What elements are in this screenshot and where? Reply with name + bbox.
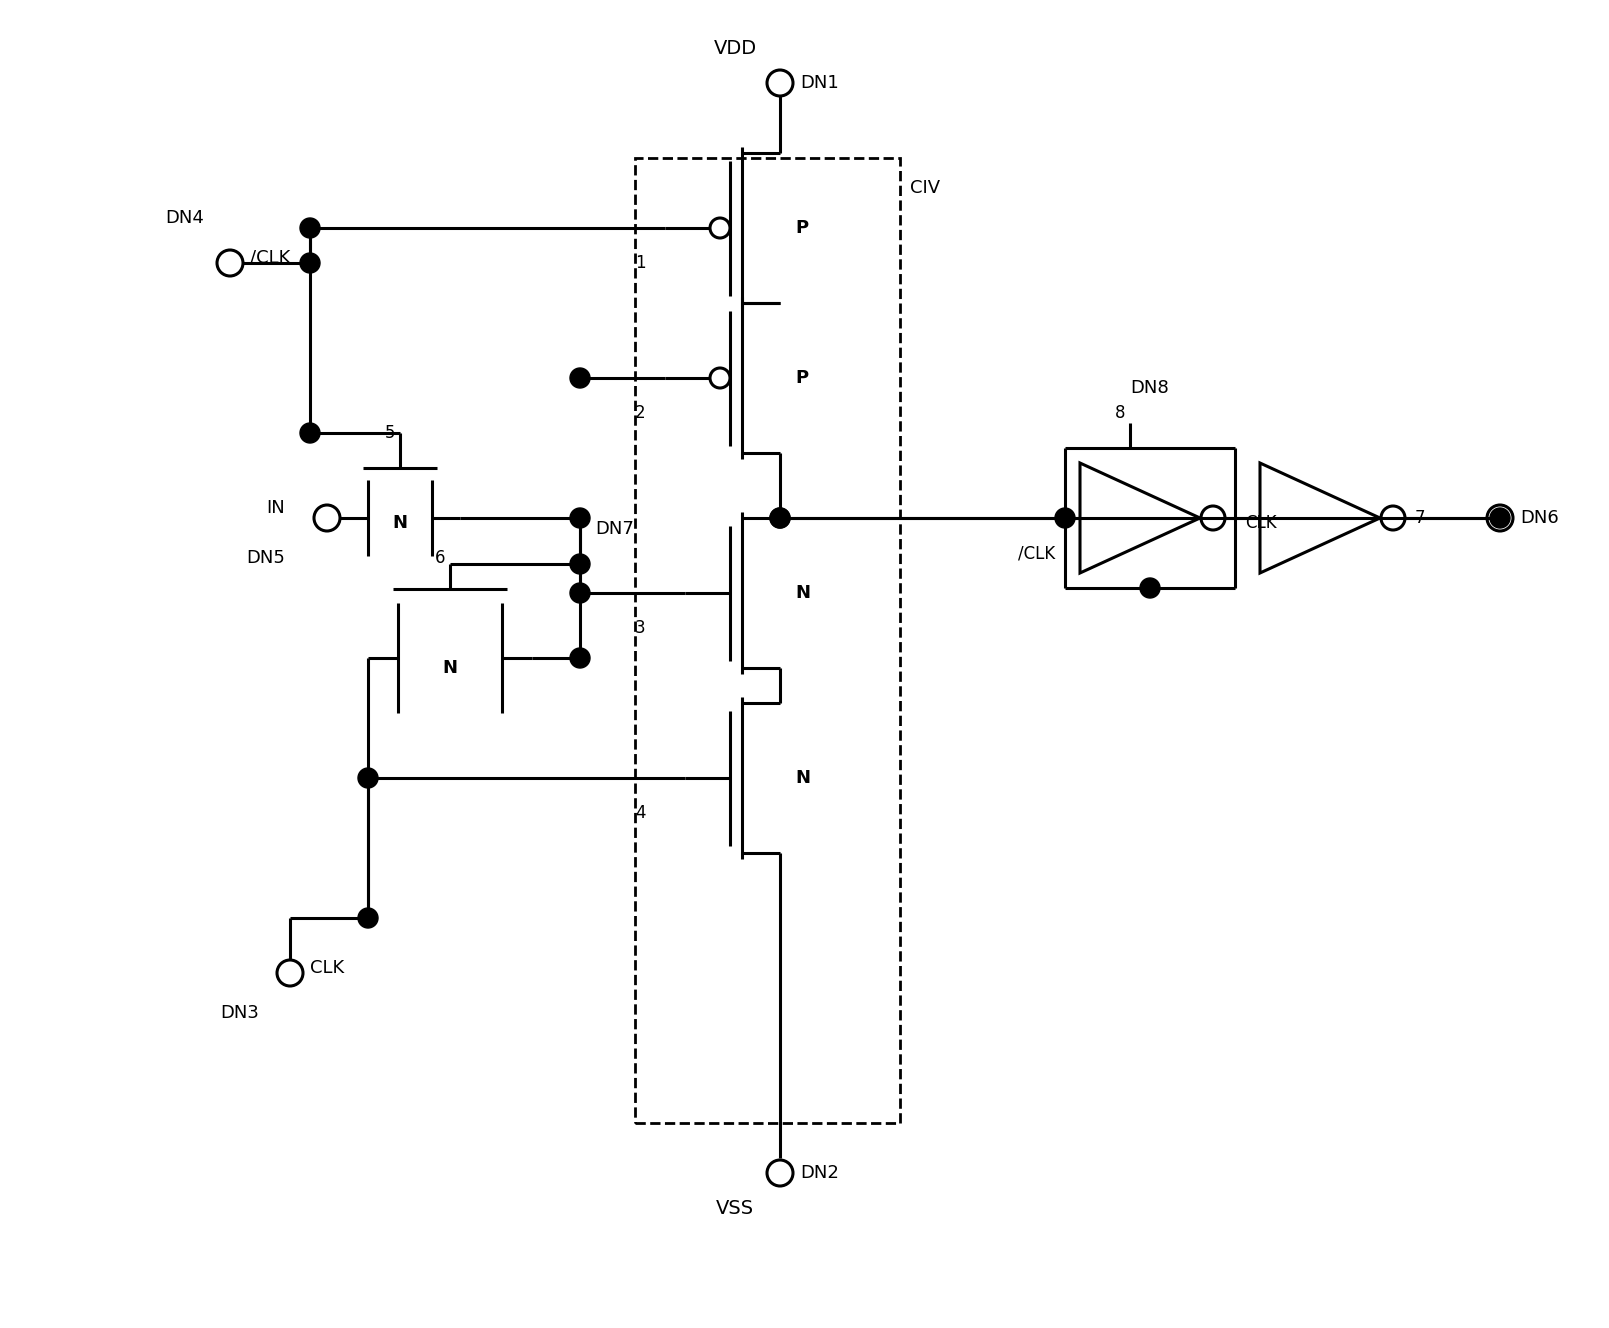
Circle shape (570, 509, 591, 529)
Circle shape (570, 368, 591, 388)
Text: DN7: DN7 (595, 521, 634, 538)
Circle shape (1141, 578, 1160, 598)
Circle shape (1490, 509, 1509, 529)
Text: DN3: DN3 (220, 1004, 259, 1023)
Circle shape (1056, 509, 1075, 529)
Text: N: N (442, 659, 457, 677)
Text: VDD: VDD (713, 39, 756, 57)
Circle shape (570, 648, 591, 668)
Text: DN5: DN5 (246, 548, 285, 567)
Text: CLK: CLK (1245, 514, 1276, 533)
Text: /CLK: /CLK (249, 250, 290, 267)
Text: DN1: DN1 (800, 74, 838, 92)
Text: N: N (795, 769, 809, 788)
Text: DN2: DN2 (800, 1165, 838, 1182)
Circle shape (357, 768, 378, 788)
Text: /CLK: /CLK (1018, 544, 1056, 562)
Text: 6: 6 (434, 548, 446, 567)
Circle shape (299, 254, 320, 274)
Text: N: N (393, 514, 407, 533)
Text: 5: 5 (385, 424, 394, 442)
Circle shape (771, 509, 790, 529)
Circle shape (570, 583, 591, 603)
Circle shape (570, 554, 591, 574)
Text: DN4: DN4 (166, 208, 204, 227)
Text: 2: 2 (636, 404, 645, 422)
Text: 4: 4 (636, 803, 645, 822)
Circle shape (357, 908, 378, 928)
Text: N: N (795, 584, 809, 602)
Text: DN6: DN6 (1521, 509, 1559, 527)
Text: 8: 8 (1115, 404, 1126, 422)
Text: DN8: DN8 (1131, 378, 1170, 397)
Text: P: P (795, 219, 808, 236)
Text: VSS: VSS (716, 1198, 755, 1218)
Text: IN: IN (265, 499, 285, 517)
Text: 7: 7 (1414, 509, 1426, 527)
Circle shape (299, 424, 320, 444)
Text: CLK: CLK (311, 959, 344, 977)
Text: CIV: CIV (911, 179, 940, 197)
Text: 1: 1 (636, 254, 645, 272)
Circle shape (771, 509, 790, 529)
Text: P: P (795, 369, 808, 386)
Circle shape (299, 218, 320, 238)
Text: 3: 3 (636, 619, 645, 637)
